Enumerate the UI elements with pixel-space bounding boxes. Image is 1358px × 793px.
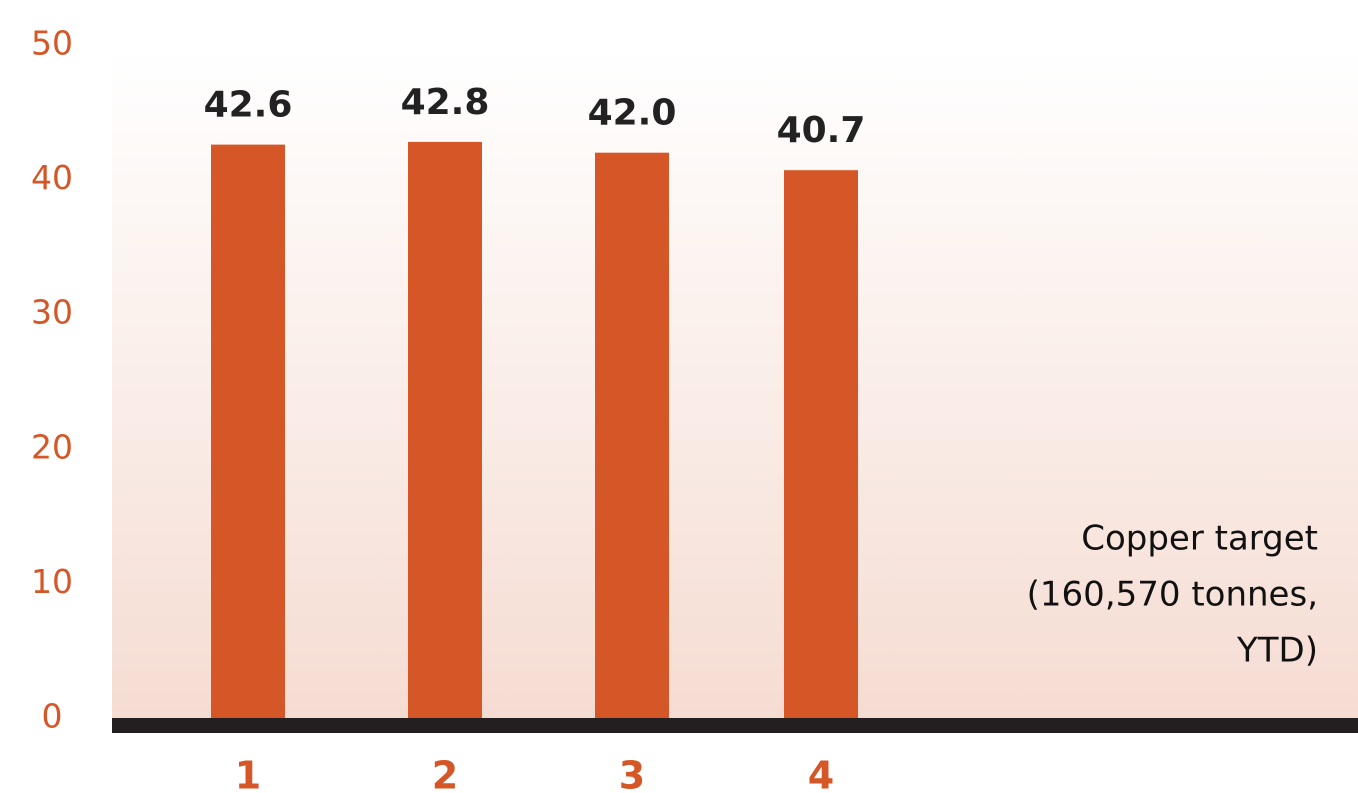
plot-background [112, 50, 1358, 720]
x-tick-label: 4 [808, 754, 834, 793]
annotation: (160,570 tonnes, [1027, 575, 1318, 615]
y-tick-label: 50 [31, 24, 73, 63]
bar [595, 152, 669, 718]
bar [211, 144, 285, 718]
value-label: 42.6 [204, 85, 293, 126]
y-tick-label: 10 [31, 562, 73, 601]
y-tick-label: 30 [31, 293, 73, 332]
annotation: Copper target [1081, 519, 1318, 559]
bar [408, 141, 482, 719]
annotation: YTD) [1236, 631, 1318, 671]
value-label: 42.8 [401, 82, 490, 123]
value-label: 40.7 [777, 110, 866, 151]
baseline [112, 718, 1358, 733]
y-tick-label: 0 [42, 697, 63, 736]
x-tick-label: 2 [432, 754, 458, 793]
y-tick-label: 40 [31, 158, 73, 197]
x-tick-label: 3 [619, 754, 645, 793]
value-label: 42.0 [588, 93, 677, 134]
bar [784, 170, 858, 719]
x-tick-label: 1 [235, 754, 261, 793]
y-tick-label: 20 [31, 427, 73, 466]
